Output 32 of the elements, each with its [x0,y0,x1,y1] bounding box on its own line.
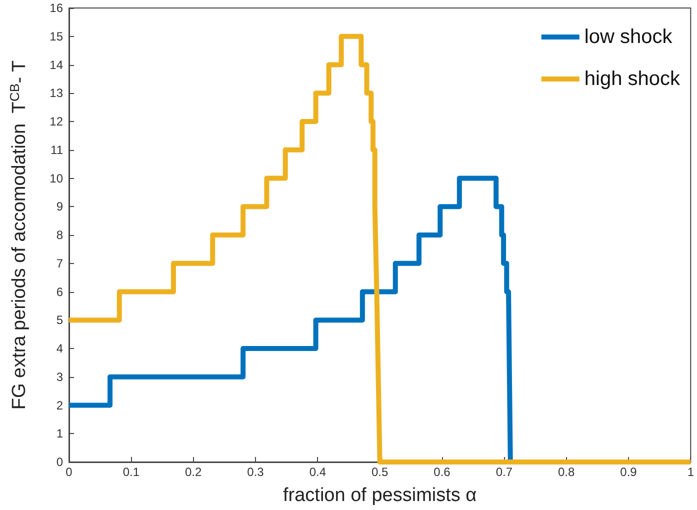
y-tick-label: 9 [56,200,64,214]
x-tick-label: 0.7 [496,465,513,479]
x-tick-label: 0.3 [247,465,264,479]
y-tick-label: 4 [56,342,64,356]
x-tick-label: 0.4 [309,465,326,479]
y-tick-label: 13 [50,86,64,100]
x-tick-label: 0.1 [122,465,140,479]
x-tick-label: 0.2 [184,465,202,479]
y-tick-label: 7 [56,256,64,270]
x-tick-label: 0.6 [434,465,451,479]
y-tick-label: 5 [56,313,64,328]
x-tick-label: 0.5 [371,465,388,479]
y-tick-label: 11 [50,142,64,157]
y-tick-label: 6 [56,284,64,299]
y-tick-label: 16 [50,1,64,15]
y-tick-label: 0 [56,455,64,469]
legend-label: low shock [584,26,674,48]
y-tick-label: 12 [50,114,64,128]
y-tick-label: 3 [56,370,64,384]
x-tick-label: 0 [66,465,73,479]
y-tick-label: 10 [50,171,64,186]
y-tick-label: 15 [50,29,64,44]
y-tick-label: 1 [56,426,64,441]
y-tick-label: 8 [56,228,64,242]
x-tick-label: 0.9 [620,465,638,479]
y-tick-label: 2 [56,398,64,412]
x-tick-label: 1 [687,465,694,479]
x-axis-title: fraction of pessimists α [283,485,477,506]
legend-label: high shock [584,68,681,90]
y-axis-title: FG extra periods of accomodation TCB- T [7,60,30,410]
y-tick-label: 14 [50,58,64,72]
x-tick-label: 0.8 [558,465,575,479]
